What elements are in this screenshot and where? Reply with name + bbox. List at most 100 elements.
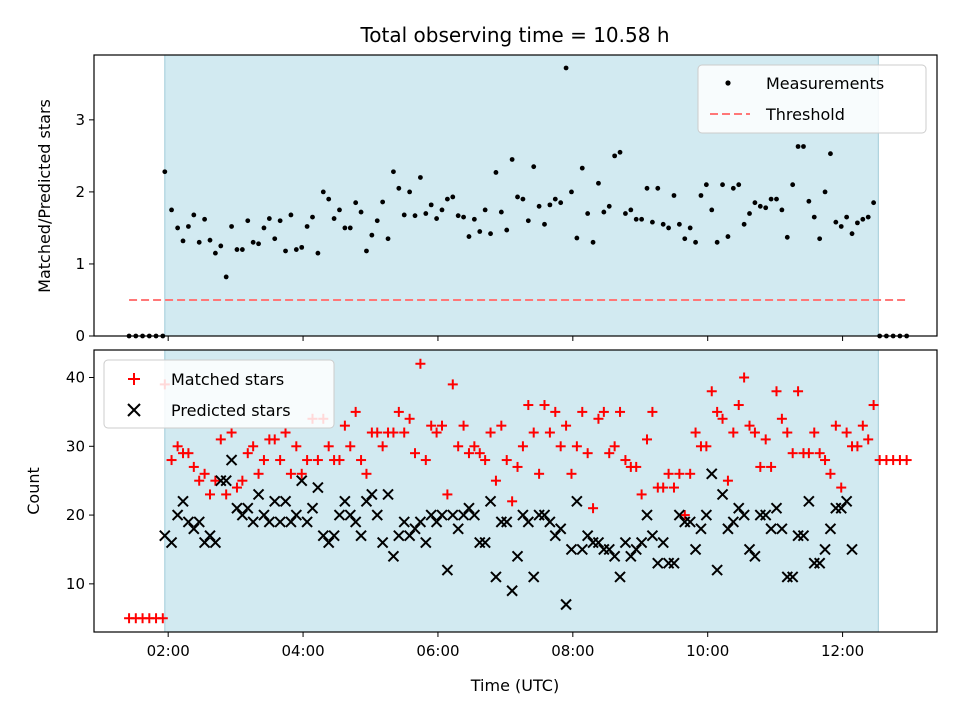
matched-star-marker bbox=[863, 434, 874, 445]
predicted-star-marker bbox=[716, 488, 729, 501]
predicted-star-marker bbox=[204, 530, 216, 542]
matched-star-marker bbox=[258, 455, 269, 466]
measurement-point bbox=[504, 227, 510, 233]
matched-star-marker bbox=[372, 427, 383, 438]
measurement-point bbox=[666, 225, 671, 231]
measurement-point bbox=[833, 219, 839, 225]
predicted-star-marker bbox=[727, 516, 740, 528]
measurement-point bbox=[212, 250, 218, 256]
measurement-point bbox=[401, 212, 407, 218]
predicted-star-marker bbox=[193, 516, 205, 528]
predicted-star-marker bbox=[749, 550, 761, 563]
top-legend: Measurements Threshold bbox=[697, 64, 927, 134]
matched-star-marker bbox=[690, 427, 701, 438]
predicted-star-marker bbox=[625, 550, 637, 563]
measurement-point bbox=[855, 220, 860, 226]
predicted-star-marker bbox=[706, 468, 718, 480]
measurement-point bbox=[736, 182, 742, 188]
predicted-star-marker bbox=[387, 550, 400, 563]
measurement-point bbox=[660, 221, 666, 227]
x-tick-label: 12:00 bbox=[821, 642, 864, 660]
predicted-star-marker bbox=[355, 530, 367, 542]
matched-star-marker bbox=[215, 434, 226, 445]
predicted-star-marker bbox=[393, 530, 405, 542]
matched-star-marker bbox=[598, 406, 609, 417]
measurement-point bbox=[229, 224, 234, 229]
predicted-star-marker bbox=[824, 523, 837, 535]
measurement-point bbox=[687, 225, 693, 231]
measurement-point bbox=[860, 216, 866, 222]
measurement-point bbox=[358, 209, 364, 215]
measurement-point bbox=[768, 196, 774, 202]
predicted-star-marker bbox=[689, 543, 702, 556]
top-axes-frame bbox=[93, 54, 938, 337]
predicted-star-marker bbox=[528, 571, 540, 583]
measurement-point bbox=[509, 157, 515, 162]
matched-star-marker bbox=[539, 400, 550, 411]
measurement-point bbox=[461, 214, 466, 220]
measurement-point bbox=[693, 239, 698, 245]
predicted-star-marker bbox=[603, 543, 615, 556]
measurement-point bbox=[871, 200, 877, 206]
matched-star-marker bbox=[577, 406, 588, 417]
measurement-point bbox=[450, 194, 456, 200]
matched-star-marker bbox=[231, 482, 242, 493]
y-tick-label: 3 bbox=[75, 111, 85, 129]
predicted-star-marker bbox=[668, 557, 680, 569]
predicted-star-marker bbox=[549, 530, 561, 542]
top-y-axis-label: Matched/Predicted stars bbox=[35, 99, 54, 293]
predicted-star-marker bbox=[436, 509, 448, 521]
measurement-point bbox=[552, 196, 558, 202]
matched-star-marker bbox=[728, 427, 739, 438]
matched-star-marker bbox=[766, 461, 777, 472]
matched-star-marker bbox=[431, 427, 442, 438]
matched-star-marker bbox=[528, 427, 539, 438]
measurement-point bbox=[428, 202, 434, 208]
y-tick-label: 20 bbox=[66, 506, 85, 524]
matched-star-marker bbox=[157, 613, 168, 624]
measurement-point bbox=[444, 196, 450, 202]
measurement-point bbox=[396, 185, 402, 191]
top-x-axis-ticks bbox=[167, 336, 844, 341]
matched-star-marker bbox=[712, 406, 723, 417]
measurement-point bbox=[806, 198, 812, 204]
measurement-point bbox=[741, 221, 747, 227]
matched-star-marker bbox=[722, 475, 733, 486]
measurement-point bbox=[169, 207, 174, 213]
matched-star-marker bbox=[668, 482, 679, 493]
matched-star-marker bbox=[323, 441, 334, 452]
predicted-star-marker bbox=[242, 502, 254, 514]
predicted-star-marker bbox=[258, 509, 270, 521]
y-tick-label: 1 bbox=[75, 255, 85, 273]
matched-star-marker bbox=[571, 441, 582, 452]
measurement-point bbox=[466, 234, 472, 239]
measurement-point bbox=[310, 214, 315, 220]
matched-star-marker bbox=[679, 510, 690, 521]
predicted-star-marker bbox=[506, 585, 518, 597]
bottom-y-axis-label: Count bbox=[24, 467, 43, 515]
matched-star-marker bbox=[760, 434, 771, 445]
predicted-star-marker bbox=[247, 516, 259, 528]
matched-star-marker bbox=[312, 455, 323, 466]
matched-star-marker bbox=[334, 455, 345, 466]
measurement-point bbox=[606, 203, 612, 209]
predicted-star-marker bbox=[290, 509, 303, 521]
measurement-point bbox=[239, 247, 245, 252]
measurement-point bbox=[536, 203, 542, 209]
matched-star-marker bbox=[776, 413, 787, 424]
predicted-star-marker bbox=[813, 557, 826, 569]
predicted-star-marker bbox=[700, 509, 713, 521]
top-legend-box bbox=[697, 64, 927, 134]
x-tick-label: 06:00 bbox=[416, 642, 459, 660]
matched-star-marker bbox=[744, 420, 755, 431]
legend-matched-marker bbox=[128, 373, 140, 385]
measurement-point bbox=[752, 200, 758, 206]
predicted-star-marker bbox=[274, 516, 286, 528]
matched-star-marker bbox=[436, 420, 447, 431]
predicted-stars-layer bbox=[159, 454, 858, 611]
matched-star-marker bbox=[749, 427, 760, 438]
matched-star-marker bbox=[410, 448, 421, 459]
predicted-star-marker bbox=[641, 509, 653, 521]
measurement-point bbox=[676, 221, 682, 227]
matched-star-marker bbox=[830, 420, 841, 431]
